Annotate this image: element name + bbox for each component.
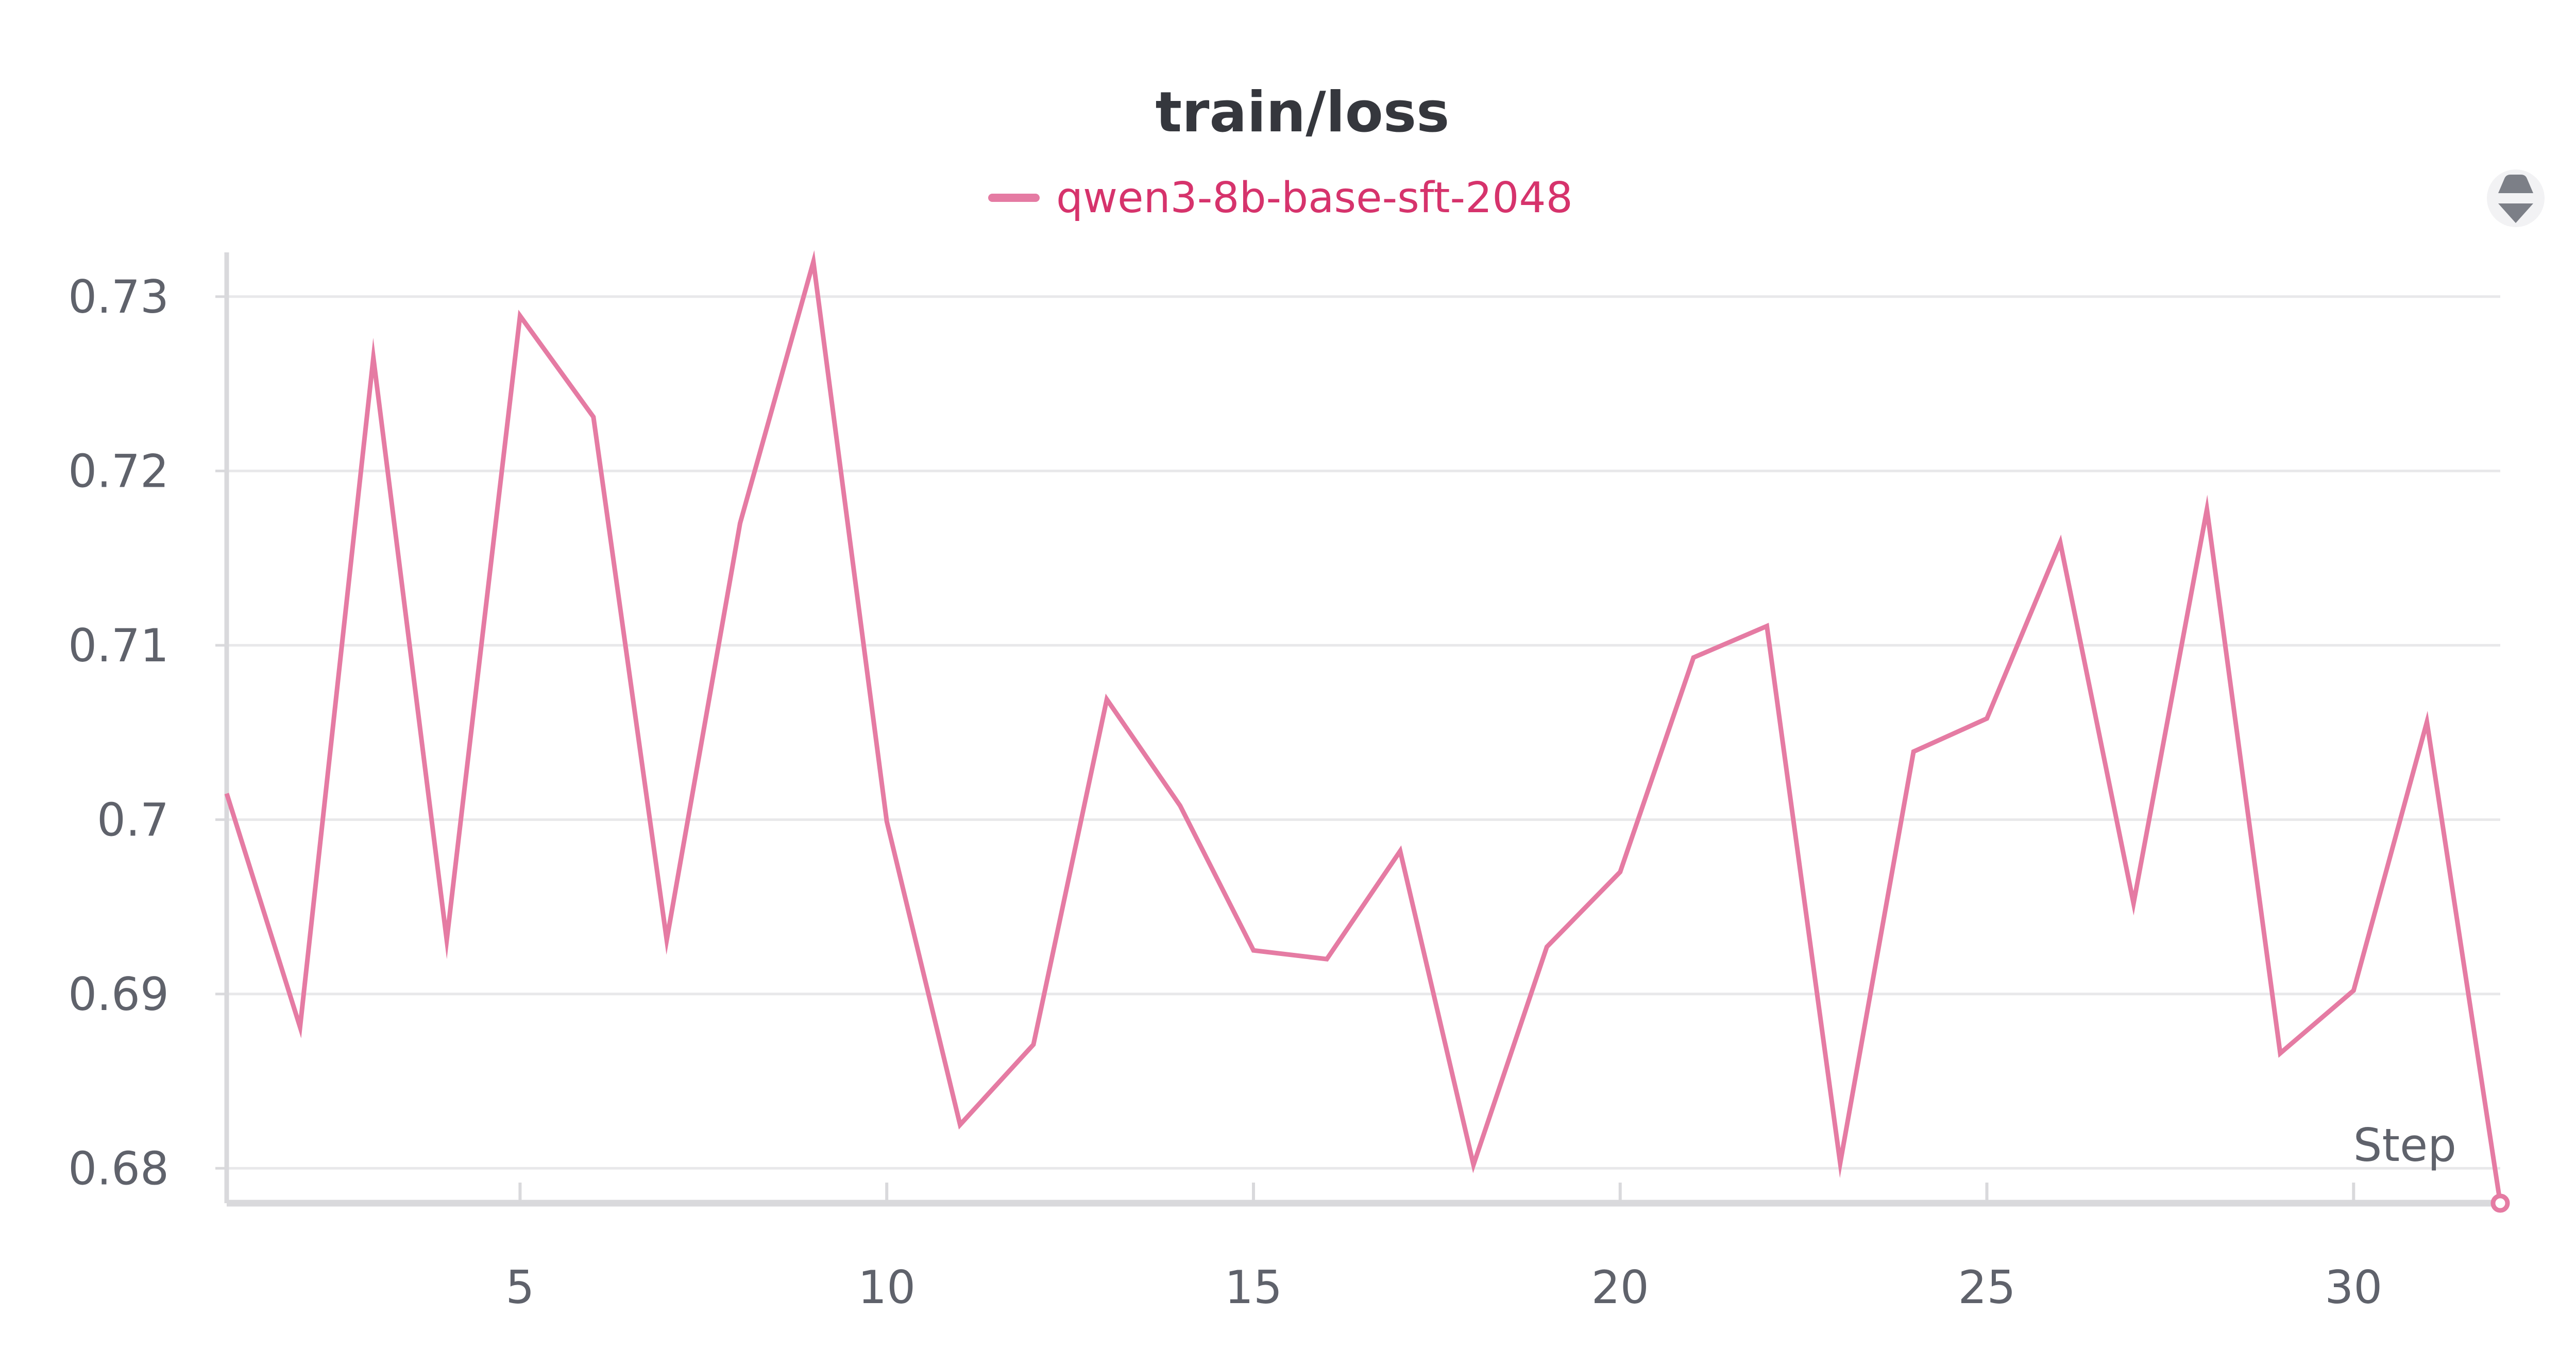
series-layer (224, 250, 2510, 1213)
series-line[interactable] (224, 250, 2503, 1204)
legend[interactable]: qwen3-8b-base-sft-2048 (988, 174, 1573, 223)
y-tick-label: 0.71 (68, 619, 169, 672)
axes: 0.68 0.69 0.7 0.71 0.72 0.73 5 10 15 20 25 30 (68, 252, 2500, 1314)
y-tick-label: 0.72 (68, 444, 169, 498)
sort-icon-down (2498, 203, 2533, 223)
y-tick-label: 0.69 (68, 968, 169, 1021)
x-tick-label: 25 (1958, 1261, 2016, 1314)
x-tick-label: 5 (505, 1261, 534, 1314)
y-tick-label: 0.68 (68, 1142, 169, 1195)
sort-icon-bg (2487, 169, 2545, 227)
x-tick-label: 20 (1591, 1261, 1649, 1314)
x-axis-label: Step (2353, 1119, 2456, 1172)
x-tick-label: 30 (2325, 1261, 2382, 1314)
y-tick-label: 0.7 (97, 793, 169, 846)
legend-label[interactable]: qwen3-8b-base-sft-2048 (1056, 174, 1573, 223)
x-tick-label: 15 (1225, 1261, 1282, 1314)
x-tick-label: 10 (858, 1261, 916, 1314)
sort-icon[interactable] (2487, 169, 2545, 227)
chart-title: train/loss (1156, 80, 1450, 145)
grid (227, 295, 2500, 1170)
last-point-marker[interactable] (2490, 1193, 2510, 1213)
y-tick-label: 0.73 (68, 270, 169, 323)
sort-icon-up (2498, 175, 2533, 193)
